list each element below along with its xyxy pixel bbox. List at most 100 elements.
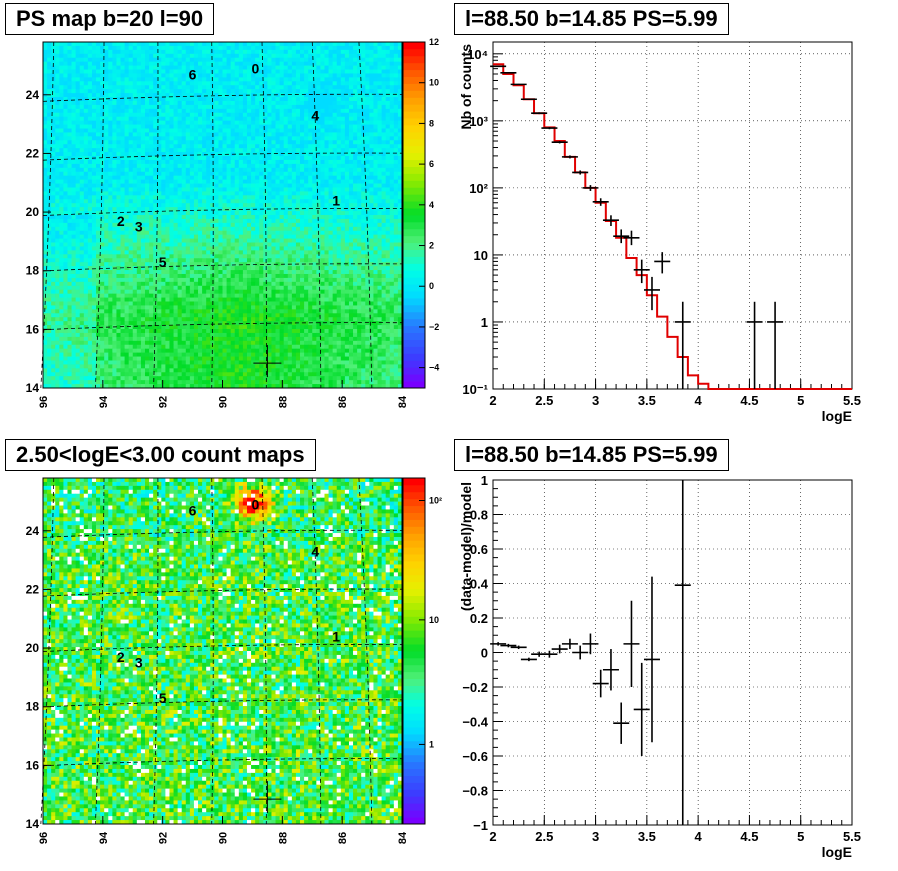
plot-3-xtick-label: 4 [695,829,703,844]
heatmap-2-ytick-label: 14 [26,817,40,831]
plot-1-data-point [654,252,671,274]
plot-3-ytick-label: 1 [481,473,488,488]
plot-1-ytick-label: 10² [469,181,488,196]
plot-3-grid [492,479,853,826]
plot-3-ytick-label: −1 [473,818,488,833]
plot-3-ytick-label: 0.6 [470,542,488,557]
plot-3-xlabel: logE [822,844,852,860]
plot-1-xtick-label: 4 [695,393,703,408]
plot-3-data-point [613,702,630,744]
plot-1-ytick-label: 10³ [469,114,488,129]
plot-1-ytick-label: 1 [481,315,488,330]
heatmap-0-xtick-label: 86 [337,396,349,408]
plot-3-ytick-label: −0.6 [462,749,488,764]
heatmap-2-xtick-label: 88 [277,832,289,844]
heatmap-2-xtick-label: 94 [98,831,110,844]
plot-1-data-point [602,215,619,227]
plot-1-data-point [561,155,578,159]
plot-1-data-point [592,198,609,206]
heatmap-2-colorbar [403,478,425,825]
plot-1-ytick-label: 10⁴ [467,47,488,62]
tr-title: l=88.50 b=14.85 PS=5.99 [454,3,729,35]
heatmap-0-cbar-label: 6 [429,159,434,169]
plot-3-ytick-label: 0 [481,646,488,661]
plot-1-data-point [500,72,517,74]
plot-1-data-point [531,112,548,115]
plot-3-xtick-label: 5 [797,829,804,844]
heatmap-2-cbar-label: 10² [429,495,442,505]
heatmap-2-grid [40,477,403,825]
heatmap-2-xtick-label: 86 [337,832,349,844]
plot-3-ylabel: (data-model)/model [458,482,474,611]
plot-1-data-point [551,141,568,144]
plot-1-data-point [674,301,691,389]
heatmap-2-ytick-label: 22 [26,582,40,596]
heatmap-2-xtick-label: 96 [38,832,50,844]
plot-1-data-point [520,98,537,101]
plot-3-data-point [490,642,507,646]
plot-1-ytick-label: 10 [474,248,488,263]
plot-3-ytick-label: 0.4 [470,577,489,592]
heatmap-0-grid [40,41,403,389]
heatmap-0-xtick-label: 88 [277,396,289,408]
plot-3-data-point [623,600,640,687]
plot-1-data-point [572,170,589,175]
heatmap-2-source-label: 6 [189,502,197,518]
heatmap-2-ytick-label: 18 [26,700,40,714]
heatmap-2-source-label: 4 [311,543,319,559]
heatmap-2-cbar-label: 10 [429,615,439,625]
heatmap-2-source-label: 3 [135,655,143,671]
heatmap-2-source-label: 0 [252,496,260,512]
plot-3-xtick-label: 2.5 [535,829,553,844]
heatmap-0-source-label: 3 [135,219,143,235]
plot-3-frame [492,479,853,826]
heatmap-0-cbar-label: 4 [429,200,434,210]
plot-1-xtick-label: 5.5 [843,393,861,408]
plot-1-frame [492,41,853,390]
plot-1-xlabel: logE [822,408,852,424]
heatmap-2-ytick-label: 16 [26,758,40,772]
plot-3-data-point [572,645,589,660]
plot-3-data-point [561,638,578,650]
plot-1-data-point [541,126,558,130]
plot-3-xtick-label: 2 [489,829,496,844]
heatmap-2-source-label: 5 [159,690,167,706]
plot-3-xtick-label: 3.5 [638,829,656,844]
plot-3-data-point [500,643,517,648]
plot-1-data-point [613,229,630,244]
plot-1-data-point [490,65,507,68]
plot-3-ytick-label: −0.4 [462,715,488,730]
plot-3-data-point [674,480,691,825]
plot-3-data-point [510,645,527,650]
heatmap-0-ytick-label: 18 [26,264,40,278]
plot-1-xtick-label: 3.5 [638,393,656,408]
heatmap-0-ytick-label: 20 [26,205,40,219]
heatmap-0-colorbar-frame [402,41,426,389]
plot-1-xtick-label: 4.5 [740,393,758,408]
plot-3-data-point [643,576,660,743]
plot-3-data-point [582,633,599,655]
heatmap-2-colorbar-frame [402,477,426,825]
plot-1-xtick-label: 2 [489,393,496,408]
heatmap-2-source-label: 1 [332,628,340,644]
plot-3-data-point [541,650,558,658]
heatmap-0-source-label: 1 [332,192,340,208]
heatmap-0-cbar-label: 0 [429,281,434,291]
heatmap-0-cbar-label: 8 [429,118,434,128]
plot-3-data-point [592,669,609,698]
heatmap-0-xtick-label: 96 [38,396,50,408]
plot-1-data-point [510,83,527,86]
heatmap-2-xtick-label: 90 [218,832,230,844]
plot-3-data-point [602,649,619,691]
heatmap-0-xtick-label: 84 [397,395,409,408]
plot-3-xtick-label: 4.5 [740,829,758,844]
plot-1-data-point [582,185,599,191]
plot-3-data-point [520,657,537,662]
heatmap-0-source-label: 0 [252,60,260,76]
plot-1-xtick-label: 5 [797,393,804,408]
heatmap-2-xtick-label: 84 [397,831,409,844]
plot-1-ylabel: Nb of counts [458,44,474,130]
plot-3-xtick-label: 3 [592,829,599,844]
plot-1-data-point [767,301,784,389]
heatmap-0-source-label: 5 [159,254,167,270]
